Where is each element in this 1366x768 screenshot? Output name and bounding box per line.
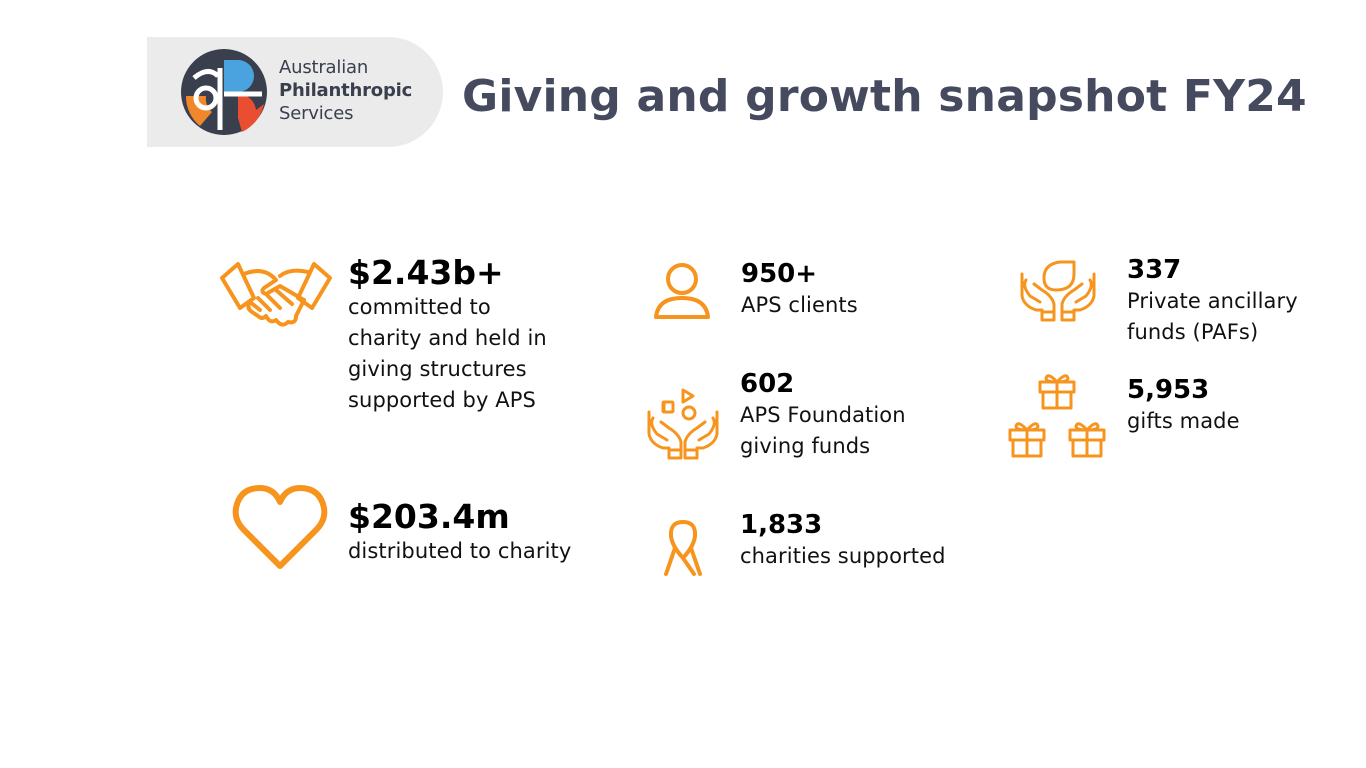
stat-foundation-label: APS Foundation giving funds	[740, 400, 906, 462]
heart-icon	[232, 484, 328, 570]
stat-committed-label-line: giving structures	[348, 357, 527, 381]
stat-pafs-label-line: Private ancillary	[1127, 289, 1298, 313]
logo-wordmark: Australian Philanthropic Services	[279, 56, 412, 125]
person-icon	[652, 262, 712, 320]
stat-clients-label-line: APS clients	[741, 293, 858, 317]
stat-charities-label: charities supported	[740, 541, 946, 572]
stat-clients-value: 950+	[741, 259, 818, 289]
stat-committed: $2.43b+ committed to charity and held in…	[348, 254, 547, 416]
stat-pafs: 337 Private ancillary funds (PAFs)	[1127, 254, 1298, 348]
logo-line-1: Australian	[279, 57, 369, 78]
stat-distributed-label: distributed to charity	[348, 536, 571, 567]
ribbon-icon	[662, 518, 704, 578]
hands-with-leaf-icon	[1018, 256, 1098, 322]
stat-pafs-value: 337	[1127, 255, 1182, 285]
stat-clients-label: APS clients	[741, 290, 858, 321]
stat-clients: 950+ APS clients	[741, 258, 858, 321]
stat-foundation: 602 APS Foundation giving funds	[740, 368, 906, 462]
stat-committed-label-line: supported by APS	[348, 388, 536, 412]
stat-distributed-value: $203.4m	[348, 497, 510, 536]
stat-foundation-label-line: APS Foundation	[740, 403, 906, 427]
stat-gifts-label: gifts made	[1127, 406, 1240, 437]
stat-charities-value: 1,833	[740, 510, 823, 540]
stat-foundation-value: 602	[740, 369, 795, 399]
hands-with-shapes-icon	[645, 386, 721, 460]
stat-committed-label-line: committed to	[348, 295, 491, 319]
logo-line-3: Services	[279, 103, 354, 124]
page-title: Giving and growth snapshot FY24	[462, 71, 1307, 122]
stat-gifts-value: 5,953	[1127, 375, 1210, 405]
stat-distributed: $203.4m distributed to charity	[348, 498, 571, 567]
handshake-icon	[220, 258, 332, 334]
logo-line-2: Philanthropic	[279, 80, 413, 101]
stat-gifts: 5,953 gifts made	[1127, 374, 1240, 437]
stat-pafs-label-line: funds (PAFs)	[1127, 320, 1259, 344]
stat-foundation-label-line: giving funds	[740, 434, 871, 458]
stat-gifts-label-line: gifts made	[1127, 409, 1240, 433]
stat-charities: 1,833 charities supported	[740, 509, 946, 572]
stat-distributed-label-line: distributed to charity	[348, 539, 572, 563]
stat-committed-value: $2.43b+	[348, 253, 504, 292]
gifts-icon	[1006, 370, 1108, 458]
aps-logo-icon	[180, 48, 268, 136]
stat-pafs-label: Private ancillary funds (PAFs)	[1127, 286, 1298, 348]
stat-committed-label: committed to charity and held in giving …	[348, 292, 547, 416]
stat-charities-label-line: charities supported	[740, 544, 946, 568]
stat-committed-label-line: charity and held in	[348, 326, 547, 350]
